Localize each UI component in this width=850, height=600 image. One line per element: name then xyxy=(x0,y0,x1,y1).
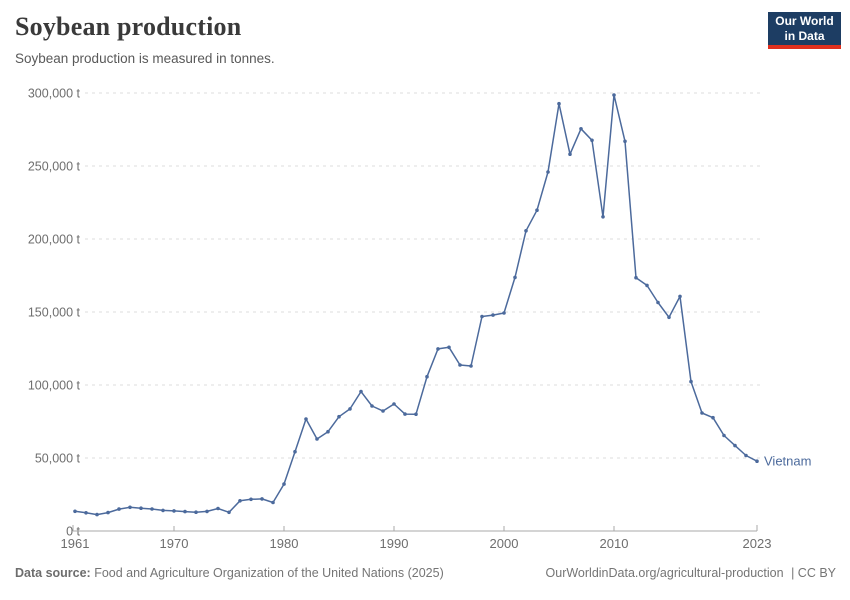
data-point xyxy=(667,315,671,320)
y-axis-label: 50,000 t xyxy=(35,452,81,466)
chart-footer: Data source: Food and Agriculture Organi… xyxy=(15,566,836,580)
data-point xyxy=(502,311,506,315)
data-point xyxy=(73,509,77,514)
y-axis-label: 200,000 t xyxy=(28,233,81,247)
data-point xyxy=(678,294,682,299)
data-point xyxy=(601,215,605,219)
data-point xyxy=(227,510,231,515)
data-point xyxy=(535,208,539,212)
data-point xyxy=(612,93,616,97)
x-axis-label: 1970 xyxy=(160,536,189,551)
data-point xyxy=(293,449,297,454)
data-point xyxy=(370,404,374,408)
x-axis-label: 2023 xyxy=(743,536,772,551)
footer-credits: OurWorldinData.org/agricultural-producti… xyxy=(546,566,836,580)
data-point xyxy=(656,300,660,305)
data-point xyxy=(469,364,473,368)
data-point xyxy=(480,314,484,319)
data-point xyxy=(315,437,319,441)
data-point xyxy=(590,138,594,143)
data-point xyxy=(348,407,352,411)
data-point xyxy=(359,389,363,394)
data-point xyxy=(458,363,462,367)
data-point xyxy=(282,482,286,486)
data-point xyxy=(84,511,88,515)
data-point xyxy=(183,509,187,514)
data-point xyxy=(249,497,253,502)
data-point xyxy=(491,313,495,317)
data-point xyxy=(117,507,121,511)
data-point xyxy=(755,459,759,464)
data-point xyxy=(722,433,726,438)
data-point xyxy=(326,429,330,434)
chart-subtitle: Soybean production is measured in tonnes… xyxy=(15,51,275,66)
data-point xyxy=(447,345,451,350)
owid-logo-line2: in Data xyxy=(784,29,825,43)
data-source-text: Food and Agriculture Organization of the… xyxy=(94,566,444,580)
data-point xyxy=(579,127,583,131)
data-point xyxy=(700,411,704,415)
data-point xyxy=(161,508,165,513)
data-point xyxy=(436,347,440,351)
owid-logo[interactable]: Our World in Data xyxy=(768,12,841,49)
owid-link[interactable]: OurWorldinData.org/agricultural-producti… xyxy=(545,566,784,580)
data-point xyxy=(425,374,429,379)
data-source-label: Data source: xyxy=(15,566,91,580)
data-point xyxy=(513,275,517,280)
data-point xyxy=(337,414,341,419)
data-point xyxy=(238,499,242,503)
data-point xyxy=(128,505,132,510)
data-point xyxy=(524,229,528,233)
data-source: Data source: Food and Agriculture Organi… xyxy=(15,566,444,580)
data-point xyxy=(139,506,143,511)
data-point xyxy=(557,101,561,106)
data-point xyxy=(711,415,715,420)
data-point xyxy=(260,497,264,501)
data-point xyxy=(546,170,550,174)
data-point xyxy=(634,275,638,280)
data-point xyxy=(381,409,385,413)
x-axis-label: 1961 xyxy=(61,536,90,551)
data-point xyxy=(205,509,209,514)
x-axis-label: 1990 xyxy=(380,536,409,551)
data-point xyxy=(689,379,693,384)
data-point xyxy=(95,512,99,517)
y-axis-label: 100,000 t xyxy=(28,379,81,393)
data-point xyxy=(414,412,418,417)
page-title: Soybean production xyxy=(15,12,242,41)
data-point xyxy=(150,507,154,511)
data-point xyxy=(645,283,649,288)
data-point xyxy=(744,453,748,458)
data-point xyxy=(392,402,396,406)
y-axis-label: 250,000 t xyxy=(28,160,81,174)
data-point xyxy=(172,509,176,513)
x-axis-label: 2010 xyxy=(600,536,629,551)
license-text: | CC BY xyxy=(791,566,836,580)
data-point xyxy=(403,412,407,416)
data-point xyxy=(106,510,110,515)
data-point xyxy=(194,510,198,514)
data-point xyxy=(304,417,308,421)
y-axis-label: 300,000 t xyxy=(28,87,81,101)
data-point xyxy=(568,152,572,156)
chart-line xyxy=(74,94,758,516)
x-axis-label: 1980 xyxy=(270,536,299,551)
data-point xyxy=(733,443,737,448)
data-point xyxy=(216,506,220,511)
data-point xyxy=(271,500,275,505)
series-end-label: Vietnam xyxy=(764,454,811,469)
x-axis-label: 2000 xyxy=(490,536,519,551)
y-axis-label: 150,000 t xyxy=(28,306,81,320)
owid-logo-line1: Our World xyxy=(775,14,834,28)
data-point xyxy=(623,139,627,144)
